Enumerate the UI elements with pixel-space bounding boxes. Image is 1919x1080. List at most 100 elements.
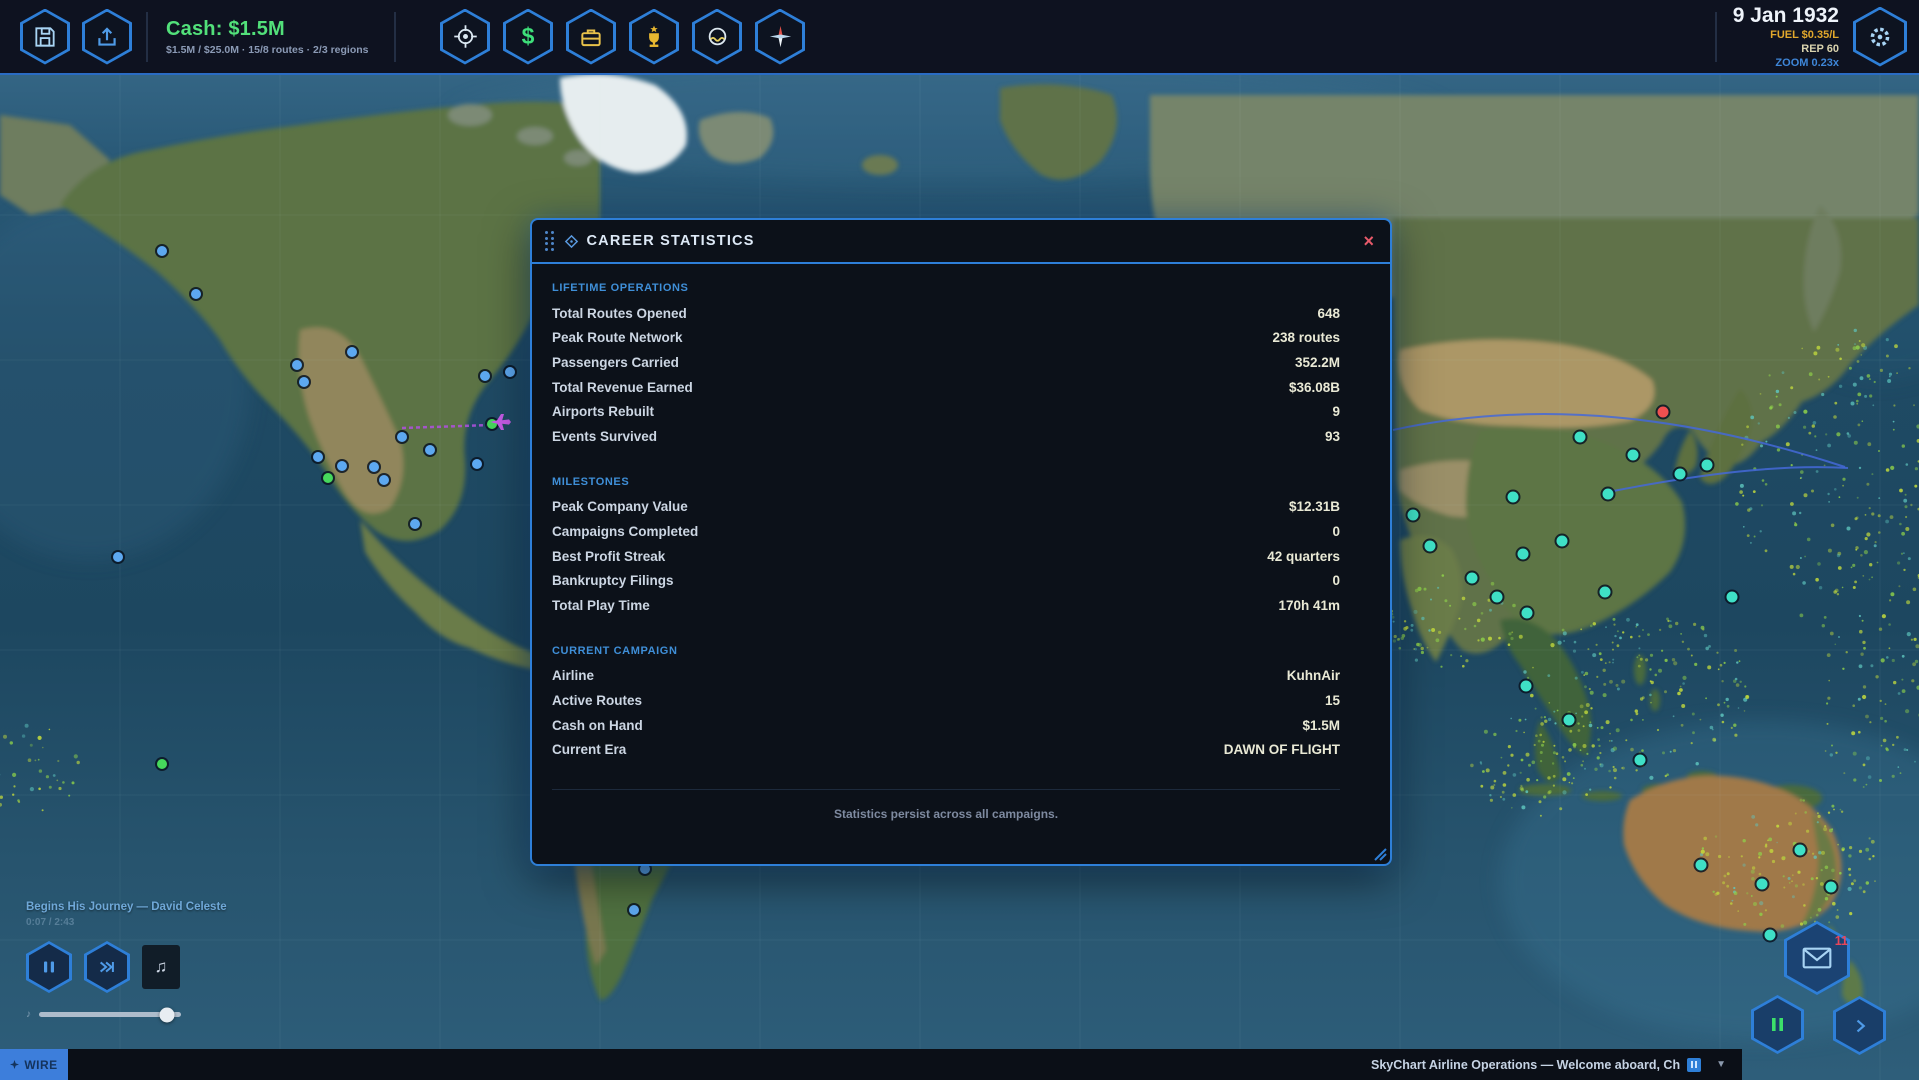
airport-marker[interactable] [113,552,123,562]
stat-label: Total Revenue Earned [552,379,693,395]
airport-marker[interactable] [1764,929,1776,941]
briefcase-button[interactable] [566,9,616,65]
airport-marker[interactable] [1634,754,1646,766]
stat-label: Airline [552,668,595,684]
ticker-dropdown-icon[interactable]: ▼ [1716,1059,1726,1070]
airport-marker[interactable] [1794,844,1806,856]
section-header: CURRENT CAMPAIGN [552,644,678,657]
chevron-right-icon [1850,1016,1870,1036]
finance-button[interactable]: $ [503,9,553,65]
stat-label: Airports Rebuilt [552,404,655,420]
stat-value: $12.31B [1288,499,1340,515]
stat-value: 170h 41m [1278,597,1340,613]
radar-button[interactable] [440,9,490,65]
gear-icon [1866,23,1894,51]
settings-button[interactable] [1853,7,1907,67]
airport-marker[interactable] [1695,859,1707,871]
airport-marker[interactable] [1602,488,1614,500]
airport-marker[interactable] [1825,881,1837,893]
airport-marker[interactable] [1520,680,1532,692]
airport-marker[interactable] [1599,586,1611,598]
advance-button[interactable] [1833,996,1886,1055]
airport-marker[interactable] [299,377,309,387]
airport-marker[interactable] [1407,509,1419,521]
stat-label: Bankruptcy Filings [552,573,674,589]
airport-marker[interactable] [369,462,379,472]
aircraft-icon[interactable] [487,410,513,434]
compass-button[interactable] [755,9,805,65]
airport-marker[interactable] [1627,449,1639,461]
diamond-icon [564,234,579,249]
time-pause-button[interactable] [1751,995,1804,1054]
airport-marker[interactable] [397,432,407,442]
airport-marker[interactable] [1574,431,1586,443]
stat-value: 9 [1332,404,1340,420]
music-skip-button[interactable] [84,941,130,993]
stat-row: Peak Company Value $12.31B [552,495,1340,520]
airport-marker[interactable] [640,864,650,874]
airport-marker[interactable] [292,360,302,370]
airport-marker[interactable] [487,419,497,429]
airport-marker[interactable] [410,519,420,529]
airport-marker[interactable] [157,246,167,256]
airport-marker[interactable] [505,367,515,377]
airport-marker[interactable] [1507,491,1519,503]
stat-row: Events Survived 93 [552,424,1340,449]
airport-marker[interactable] [1756,878,1768,890]
airport-marker[interactable] [347,347,357,357]
airport-marker[interactable] [1701,459,1713,471]
airport-marker[interactable] [480,371,490,381]
resize-handle-icon[interactable] [1373,847,1387,861]
crosshair-icon [452,23,479,50]
track-title: Begins His Journey — David Celeste [26,901,227,913]
music-controls: ♫ [26,941,306,993]
airport-marker[interactable] [1466,572,1478,584]
airport-marker[interactable] [1491,591,1503,603]
airport-marker[interactable] [629,905,639,915]
career-statistics-modal: CAREER STATISTICS × LIFETIME OPERATIONS … [530,218,1392,866]
airport-marker[interactable] [1521,607,1533,619]
drag-handle-icon[interactable] [545,231,554,251]
section-header: MILESTONES [552,475,630,488]
airport-marker[interactable] [1424,540,1436,552]
volume-knob[interactable] [159,1007,175,1022]
airport-marker[interactable] [323,473,333,483]
airport-marker[interactable] [1674,468,1686,480]
ticker-pause-button[interactable] [1687,1057,1702,1072]
toolbar-icons: $ [440,9,805,65]
airport-marker[interactable] [425,445,435,455]
wire-button[interactable]: WIRE [0,1049,68,1080]
save-button[interactable] [20,9,70,65]
airport-marker[interactable] [1657,406,1669,418]
trophy-button[interactable] [629,9,679,65]
skip-next-icon [97,957,117,977]
close-icon[interactable]: × [1363,231,1374,251]
section-header: LIFETIME OPERATIONS [552,282,689,294]
airport-marker[interactable] [1563,714,1575,726]
stat-row: Total Routes Opened 648 [552,301,1340,326]
airport-marker[interactable] [1556,535,1568,547]
airport-marker[interactable] [157,759,167,769]
save-icon [32,24,58,50]
stat-label: Current Era [552,742,627,758]
music-pause-button[interactable] [26,941,72,993]
music-player: Begins His Journey — David Celeste 0:07 … [26,901,306,1022]
airport-marker[interactable] [313,452,323,462]
stat-label: Events Survived [552,428,658,444]
airport-marker[interactable] [337,461,347,471]
game-date: 9 Jan 1932 [1732,3,1839,27]
cash-amount: Cash: $1.5M [166,17,285,40]
load-button[interactable] [82,9,132,65]
airport-marker[interactable] [191,289,201,299]
mail-button[interactable]: 11 [1784,921,1850,995]
album-art[interactable]: ♫ [142,945,180,989]
volume-slider[interactable] [39,1007,181,1022]
airport-marker[interactable] [472,459,482,469]
weather-button[interactable] [692,9,742,65]
divider [394,11,396,62]
airport-marker[interactable] [379,475,389,485]
stat-value: 238 routes [1272,330,1340,346]
airport-marker[interactable] [1517,548,1529,560]
airport-marker[interactable] [1726,591,1738,603]
